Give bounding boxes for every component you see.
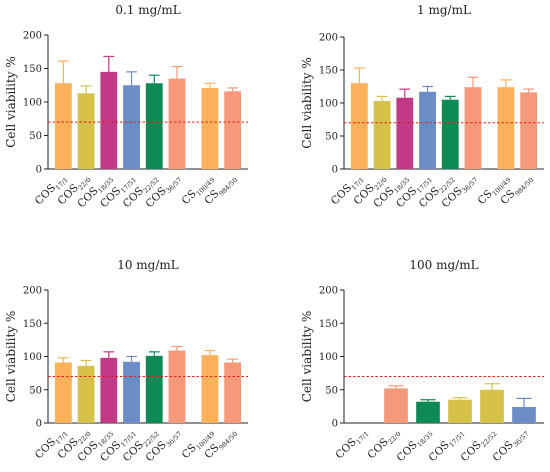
bar	[480, 389, 504, 423]
bar	[168, 78, 186, 169]
x-tick-label: COS36/57	[491, 426, 531, 466]
bar	[145, 83, 163, 169]
y-tick-label: 150	[319, 319, 338, 330]
panel-title: 100 mg/mL	[409, 258, 478, 272]
y-tick-label: 0	[332, 419, 338, 430]
y-tick-label: 50	[325, 132, 338, 143]
bar	[224, 91, 242, 169]
error-bar	[353, 67, 365, 84]
error-bar	[452, 397, 468, 400]
bar	[419, 91, 436, 169]
error-bar	[126, 71, 137, 86]
error-bar	[227, 358, 239, 363]
bar	[441, 99, 459, 169]
error-bar	[57, 357, 69, 363]
error-bar	[399, 88, 411, 98]
error-bar	[204, 349, 216, 356]
bar	[54, 362, 72, 423]
x-tick-label: COS17/1	[333, 426, 370, 463]
bar	[416, 401, 440, 423]
error-bar	[80, 359, 92, 366]
bar	[512, 407, 536, 423]
y-tick-label: 200	[319, 286, 338, 297]
y-axis-label: Cell viability %	[300, 57, 314, 149]
y-tick-label: 150	[23, 319, 42, 330]
error-bar	[148, 74, 160, 84]
bar	[373, 101, 391, 169]
x-tick-label: COS17/51	[427, 426, 467, 466]
error-bar	[171, 65, 183, 79]
y-tick-label: 0	[36, 165, 42, 176]
error-bar	[148, 351, 160, 356]
panel-title: 0.1 mg/mL	[115, 3, 180, 17]
bar	[224, 362, 242, 423]
bar	[54, 83, 72, 169]
bar	[77, 365, 95, 423]
panel-title: 1 mg/mL	[417, 3, 471, 17]
error-bar	[422, 85, 433, 92]
error-bar	[57, 60, 69, 84]
bar	[350, 83, 368, 169]
y-tick-label: 100	[23, 98, 42, 109]
y-tick-label: 100	[23, 352, 42, 363]
y-tick-label: 150	[319, 66, 338, 77]
bar	[384, 388, 408, 423]
bar	[497, 87, 515, 169]
error-bar	[227, 87, 239, 92]
y-axis-label: Cell viability %	[4, 56, 18, 148]
bar	[168, 350, 186, 423]
bar	[100, 71, 118, 169]
bar	[123, 85, 140, 169]
y-tick-label: 200	[23, 31, 42, 42]
error-bar	[204, 82, 216, 88]
error-bar	[420, 399, 436, 402]
x-tick-label: COS22/52	[459, 426, 499, 466]
error-bar	[500, 79, 512, 88]
bar	[464, 87, 482, 169]
error-bar	[444, 95, 456, 100]
y-tick-label: 0	[36, 419, 42, 430]
error-bar	[516, 397, 532, 408]
y-axis-label: Cell viability %	[4, 311, 18, 403]
bar	[201, 87, 219, 169]
x-tick-label: COS18/35	[395, 426, 435, 466]
y-tick-label: 200	[319, 33, 338, 44]
error-bar	[484, 383, 500, 390]
y-tick-label: 150	[23, 64, 42, 75]
y-tick-label: 100	[319, 352, 338, 363]
bar	[448, 399, 472, 423]
panel-title: 10 mg/mL	[117, 258, 179, 272]
error-bar	[171, 345, 183, 351]
bar	[77, 93, 95, 169]
y-tick-label: 50	[29, 131, 42, 142]
error-bar	[126, 355, 137, 362]
error-bar	[103, 351, 115, 358]
error-bar	[388, 385, 404, 389]
y-tick-label: 0	[332, 165, 338, 176]
bar	[520, 92, 538, 169]
bar	[123, 361, 140, 423]
y-tick-label: 50	[29, 385, 42, 396]
error-bar	[80, 85, 92, 94]
y-tick-label: 100	[319, 99, 338, 110]
y-tick-label: 200	[23, 286, 42, 297]
error-bar	[523, 88, 535, 93]
bar	[201, 355, 219, 423]
bar	[100, 357, 118, 423]
bar	[145, 355, 163, 423]
y-tick-label: 50	[325, 385, 338, 396]
y-axis-label: Cell viability %	[300, 311, 314, 403]
error-bar	[376, 95, 388, 102]
error-bar	[103, 55, 115, 72]
error-bar	[467, 76, 479, 88]
chart-panel-4: 100 mg/mL Cell viability % 0 50 100 150 200 COS…	[300, 258, 544, 466]
bar	[396, 97, 414, 169]
